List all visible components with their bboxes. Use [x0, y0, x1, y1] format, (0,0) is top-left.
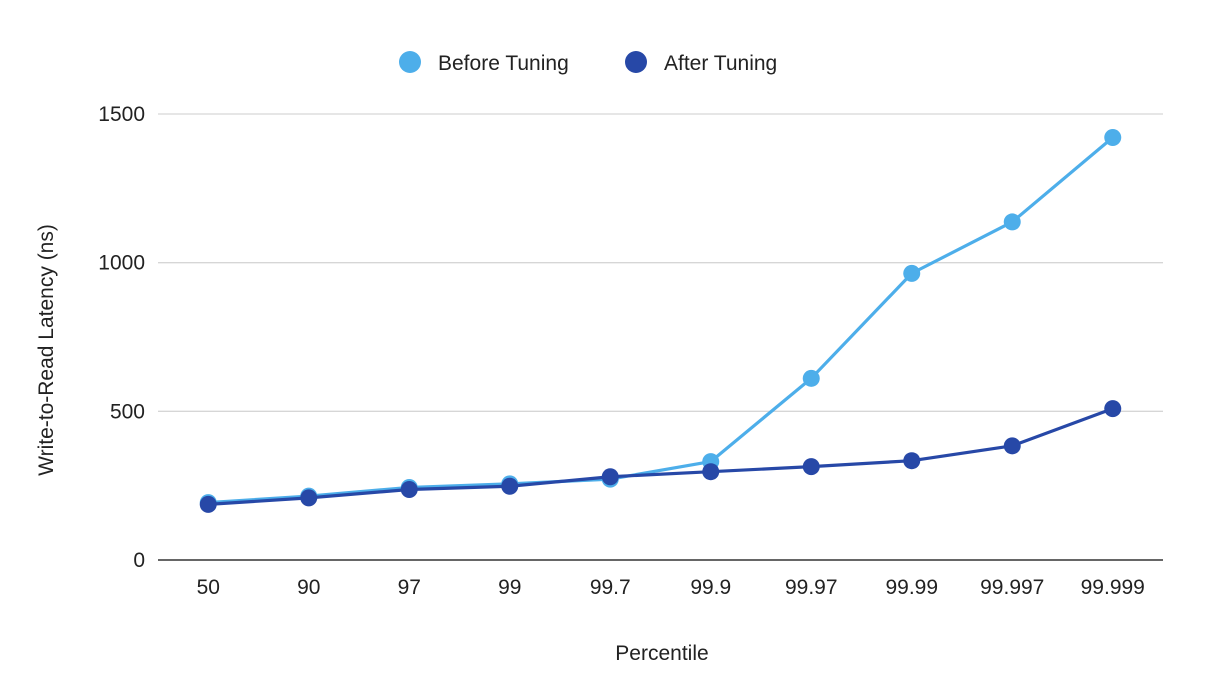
data-point [1104, 128, 1122, 146]
data-point [702, 463, 720, 481]
y-tick-label: 0 [133, 549, 145, 572]
x-tick-label: 50 [197, 576, 220, 599]
series-0 [199, 128, 1122, 512]
x-axis-ticks: 50 90 97 99 99.7 99.9 99.97 99.99 99.997 99.999 [197, 576, 1145, 599]
x-tick-label: 90 [297, 576, 320, 599]
data-point [1104, 400, 1122, 418]
x-tick-label: 99.99 [885, 576, 938, 599]
gridlines [158, 113, 1163, 561]
series-1 [199, 400, 1122, 513]
x-tick-label: 99.997 [980, 576, 1044, 599]
y-axis-title: Write-to-Read Latency (ns) [35, 224, 58, 476]
series-line [206, 407, 1115, 506]
data-point [1003, 213, 1021, 231]
data-point [300, 489, 318, 507]
x-tick-label: 99.97 [785, 576, 838, 599]
legend: Before Tuning After Tuning [399, 51, 777, 75]
data-point [1003, 437, 1021, 455]
series-group [199, 128, 1122, 513]
x-tick-label: 99.999 [1081, 576, 1145, 599]
data-point [903, 264, 921, 282]
legend-item: Before Tuning [399, 51, 569, 75]
data-point [501, 477, 519, 495]
data-point [199, 495, 217, 513]
data-point [802, 369, 820, 387]
series-line [206, 135, 1115, 505]
legend-item: After Tuning [625, 51, 777, 75]
x-tick-label: 99.9 [690, 576, 731, 599]
y-tick-label: 1000 [98, 252, 145, 275]
data-point [802, 458, 820, 476]
legend-marker [399, 51, 421, 73]
data-point [903, 452, 921, 470]
legend-label: After Tuning [664, 52, 777, 75]
data-point [601, 468, 619, 486]
x-tick-label: 97 [398, 576, 421, 599]
x-tick-label: 99 [498, 576, 521, 599]
y-axis-ticks: 0 500 1000 1500 [98, 103, 145, 572]
legend-marker [625, 51, 647, 73]
x-axis-title: Percentile [615, 642, 708, 665]
y-tick-label: 1500 [98, 103, 145, 126]
y-tick-label: 500 [110, 400, 145, 423]
x-tick-label: 99.7 [590, 576, 631, 599]
legend-label: Before Tuning [438, 52, 569, 75]
data-point [400, 481, 418, 499]
